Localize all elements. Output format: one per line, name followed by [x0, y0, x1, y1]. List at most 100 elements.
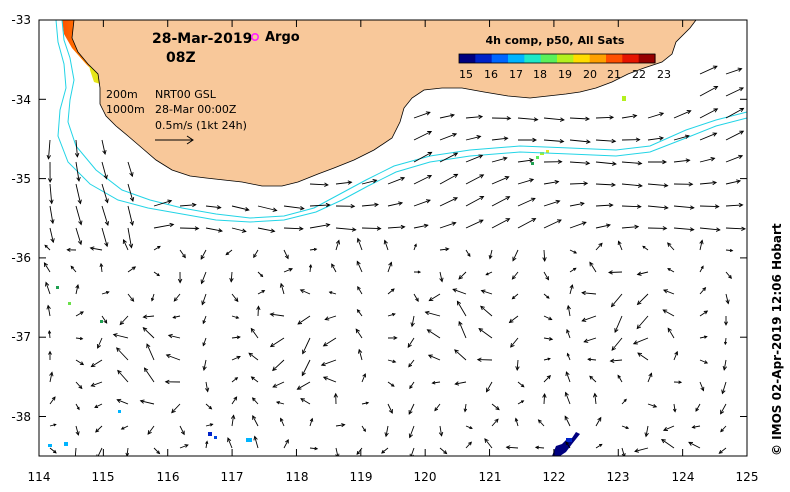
current-vector	[505, 445, 519, 450]
current-vector	[543, 293, 550, 299]
current-vector	[127, 227, 134, 249]
current-vector	[361, 202, 379, 207]
current-vector	[636, 271, 649, 276]
current-vector	[491, 218, 511, 229]
colorbar-swatch	[459, 54, 476, 63]
current-vector	[636, 293, 649, 306]
current-vector	[300, 398, 311, 405]
current-vector	[49, 205, 55, 225]
current-vector	[90, 359, 103, 368]
current-vector	[699, 204, 720, 209]
current-vector	[256, 305, 261, 317]
current-vector	[153, 199, 173, 207]
current-vector	[74, 139, 80, 158]
current-vector	[225, 249, 233, 256]
colorbar-swatch	[475, 54, 493, 63]
current-vector	[387, 403, 393, 414]
current-vector	[309, 247, 318, 251]
current-vector	[322, 337, 337, 347]
current-vector	[413, 151, 433, 163]
current-vector	[200, 249, 207, 260]
current-vector	[637, 352, 649, 361]
current-vector	[699, 335, 708, 339]
x-tick-label: 123	[607, 470, 630, 484]
current-vector	[512, 249, 519, 262]
current-vector	[333, 392, 338, 405]
current-vector	[439, 132, 458, 141]
current-vector	[230, 414, 236, 427]
current-vector	[543, 199, 561, 207]
current-vector	[517, 197, 536, 207]
current-vector	[309, 446, 319, 451]
colorbar-label: 22	[632, 68, 646, 81]
current-vector	[257, 227, 276, 233]
current-vector	[101, 315, 108, 324]
colorbar-swatch	[573, 54, 591, 63]
current-vector	[383, 239, 389, 251]
current-vector	[595, 416, 602, 427]
current-vector	[595, 182, 616, 188]
current-vector	[428, 293, 441, 302]
current-vector	[617, 374, 623, 383]
current-vector	[179, 202, 197, 208]
current-vector	[331, 263, 337, 273]
current-vector	[439, 197, 459, 207]
current-vector	[565, 441, 571, 449]
x-tick-label: 115	[92, 470, 115, 484]
current-vector	[648, 159, 668, 165]
current-vector	[642, 245, 649, 251]
current-vector	[589, 375, 597, 383]
colorbar-label: 16	[484, 68, 498, 81]
current-vector	[202, 337, 207, 347]
current-vector	[179, 226, 200, 231]
current-vector	[485, 271, 493, 276]
current-vector	[517, 178, 535, 185]
current-vector	[647, 136, 664, 141]
colorbar-labels: 15 16 17 18 19 20 21 22 23	[459, 68, 671, 81]
current-vector	[257, 205, 278, 212]
current-vector	[691, 425, 701, 429]
current-vector	[617, 240, 623, 251]
current-vector	[662, 289, 675, 295]
current-vector	[431, 381, 441, 385]
current-vector	[231, 293, 239, 303]
current-vector	[357, 348, 363, 361]
current-vector	[725, 202, 744, 208]
current-vector	[75, 284, 80, 295]
current-vector	[458, 271, 467, 280]
current-vector	[250, 376, 259, 383]
current-vector	[119, 315, 129, 326]
current-vector	[595, 138, 617, 144]
current-vector	[309, 182, 329, 187]
current-vector	[172, 315, 181, 319]
current-vector	[725, 293, 730, 305]
current-vector	[112, 333, 129, 339]
current-vector	[595, 443, 603, 449]
current-vector	[201, 293, 207, 306]
current-vector	[361, 226, 382, 231]
current-vector	[725, 130, 745, 141]
current-vector	[75, 403, 80, 411]
current-vector	[564, 391, 571, 405]
isobath-1000m	[55, 20, 747, 223]
current-vector	[569, 201, 585, 207]
current-vector	[90, 381, 103, 387]
current-vector	[75, 227, 83, 246]
current-vector	[253, 249, 259, 259]
current-vector	[205, 381, 210, 393]
current-vector	[153, 222, 175, 229]
current-vector	[456, 300, 467, 317]
x-tick-label: 116	[157, 470, 180, 484]
current-vector	[205, 227, 223, 233]
current-vector	[621, 113, 638, 119]
current-vector	[361, 373, 367, 383]
current-vector	[634, 447, 649, 453]
current-vector	[465, 249, 471, 258]
current-vector	[673, 182, 694, 187]
current-vector	[511, 293, 519, 300]
current-vector	[725, 226, 747, 232]
current-vector	[99, 262, 104, 273]
map-date: 28-Mar-2019	[152, 31, 252, 47]
current-vector	[46, 304, 51, 317]
current-vector	[142, 314, 155, 319]
